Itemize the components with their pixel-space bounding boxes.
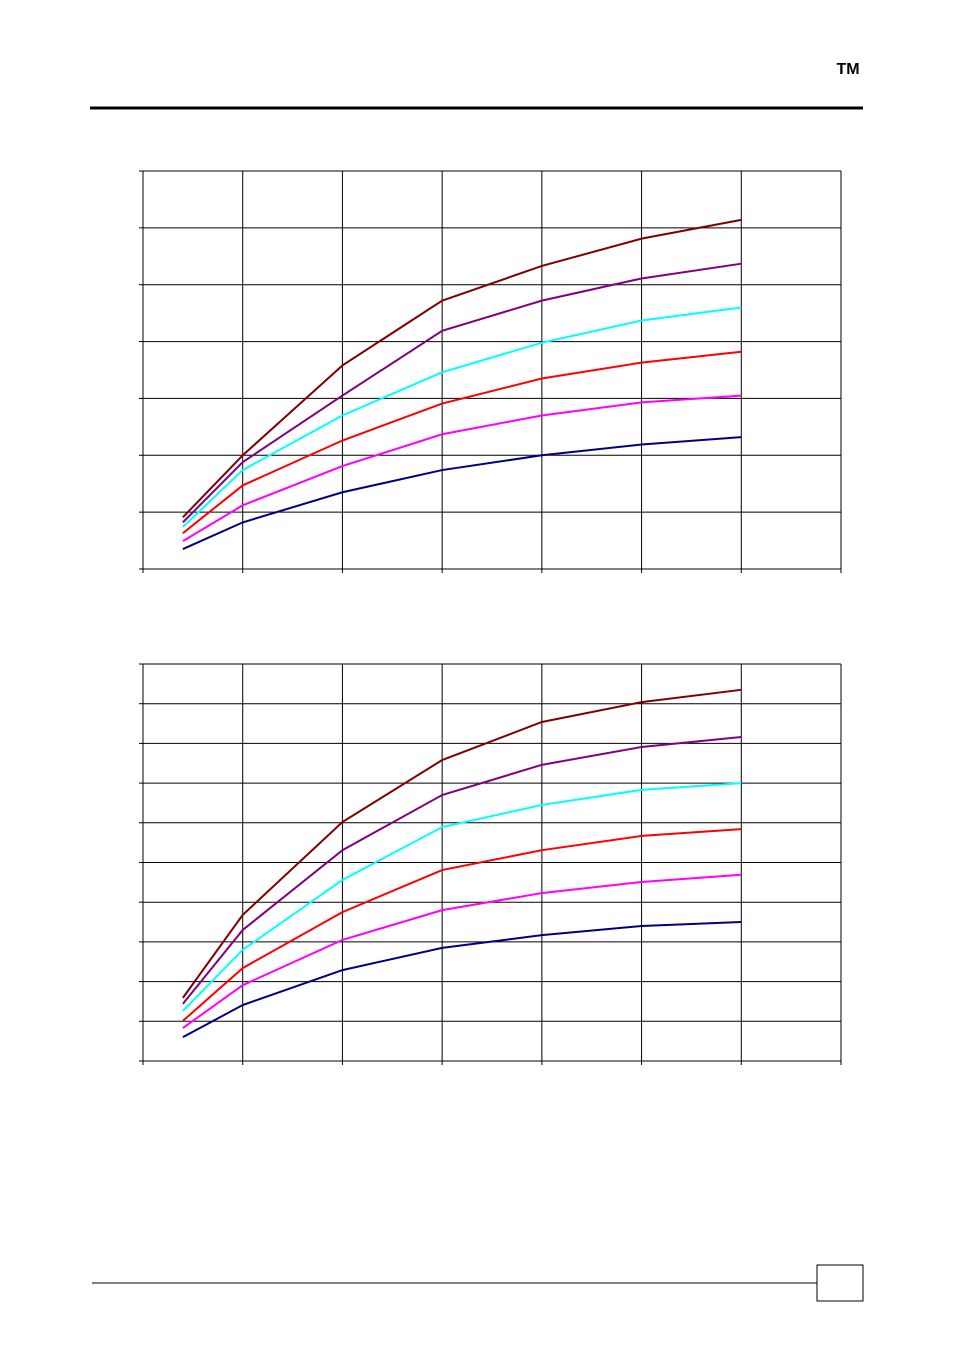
series-line xyxy=(182,828,742,1022)
series-line xyxy=(182,350,742,534)
page-number-box xyxy=(816,1264,864,1302)
series-line xyxy=(182,921,742,1039)
series-line xyxy=(182,873,742,1029)
series-line xyxy=(182,782,742,1012)
series-line xyxy=(182,306,742,528)
trademark: TM xyxy=(836,61,859,78)
series-line xyxy=(182,736,742,1005)
series-line xyxy=(182,688,742,999)
series-line xyxy=(182,218,742,518)
series-line xyxy=(182,262,742,524)
series-line xyxy=(182,436,742,551)
series-line xyxy=(182,394,742,542)
